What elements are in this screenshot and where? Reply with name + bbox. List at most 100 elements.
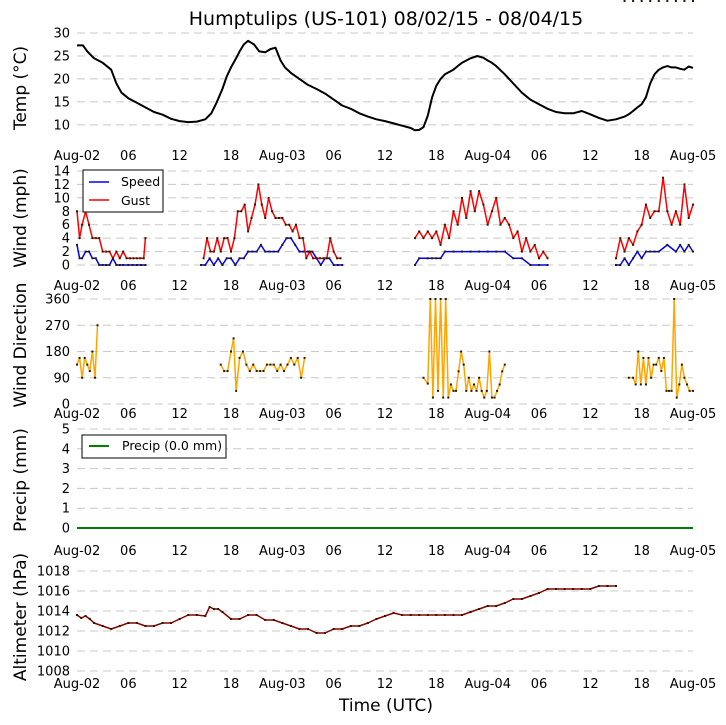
data-point bbox=[283, 370, 286, 373]
data-point bbox=[525, 237, 528, 240]
data-point bbox=[657, 250, 660, 253]
x-tick-label: 06 bbox=[531, 677, 548, 692]
data-point bbox=[627, 376, 630, 379]
legend-label-gust: Gust bbox=[121, 193, 150, 208]
x-tick-label: Aug-02 bbox=[54, 677, 101, 692]
data-point bbox=[325, 257, 328, 260]
x-tick-label: 12 bbox=[171, 279, 188, 294]
data-point bbox=[268, 250, 271, 253]
data-point bbox=[606, 585, 609, 587]
data-point bbox=[284, 223, 287, 226]
data-point bbox=[512, 257, 515, 260]
data-point bbox=[632, 257, 635, 260]
data-point bbox=[644, 203, 647, 206]
data-point bbox=[422, 237, 425, 240]
y-tick-label: 1010 bbox=[37, 645, 70, 660]
data-point bbox=[234, 264, 237, 266]
data-point bbox=[572, 588, 575, 590]
data-point bbox=[255, 250, 258, 253]
y-axis-label-wind: Wind (mph) bbox=[11, 168, 31, 268]
data-point bbox=[253, 203, 256, 206]
data-point bbox=[221, 611, 224, 613]
data-point bbox=[84, 615, 87, 617]
data-point bbox=[336, 257, 339, 260]
data-point bbox=[437, 389, 440, 392]
data-point bbox=[478, 376, 481, 379]
data-point bbox=[170, 622, 173, 624]
data-point bbox=[216, 237, 219, 240]
data-point bbox=[223, 237, 226, 240]
data-point bbox=[490, 210, 493, 213]
chart-title: Humptulips (US-101) 08/02/15 - 08/04/15 bbox=[189, 8, 584, 30]
data-point bbox=[508, 223, 511, 226]
x-tick-label: 06 bbox=[531, 279, 548, 294]
data-point bbox=[289, 356, 292, 359]
data-point bbox=[443, 614, 446, 616]
data-point bbox=[293, 363, 296, 366]
data-point bbox=[94, 237, 97, 240]
data-point bbox=[460, 350, 463, 353]
data-point bbox=[247, 230, 250, 233]
data-point bbox=[538, 257, 540, 260]
data-point bbox=[302, 250, 305, 253]
x-tick-label: 06 bbox=[120, 544, 137, 559]
data-point bbox=[644, 383, 647, 386]
data-point bbox=[285, 237, 288, 240]
data-point bbox=[465, 389, 468, 392]
data-point bbox=[115, 264, 118, 266]
data-point bbox=[647, 356, 650, 359]
x-tick-label: 12 bbox=[582, 407, 599, 422]
data-point bbox=[98, 237, 101, 240]
data-point bbox=[96, 324, 99, 327]
data-point bbox=[272, 250, 275, 253]
data-point bbox=[498, 383, 501, 386]
data-point bbox=[118, 257, 121, 260]
data-point bbox=[520, 257, 523, 260]
data-point bbox=[232, 337, 235, 340]
y-tick-label: 90 bbox=[53, 371, 70, 386]
data-point bbox=[204, 264, 207, 266]
data-point bbox=[448, 237, 451, 240]
data-point bbox=[683, 250, 686, 253]
data-point bbox=[93, 622, 96, 624]
data-point bbox=[91, 350, 94, 353]
data-point bbox=[666, 0, 669, 2]
x-tick-label: 12 bbox=[171, 544, 188, 559]
data-point bbox=[413, 237, 416, 240]
legend-label-speed: Speed bbox=[121, 174, 160, 189]
series-line-speed bbox=[201, 237, 343, 266]
data-point bbox=[538, 264, 540, 266]
x-tick-label: 12 bbox=[377, 149, 394, 164]
data-point bbox=[259, 243, 262, 246]
data-point bbox=[242, 257, 245, 260]
data-point bbox=[88, 618, 91, 620]
data-point bbox=[315, 257, 318, 260]
data-point bbox=[91, 257, 94, 260]
data-point bbox=[132, 257, 135, 260]
data-point bbox=[499, 223, 502, 226]
data-point bbox=[546, 257, 549, 260]
data-point bbox=[118, 264, 121, 266]
y-axis-label-altimeter: Altimeter (hPa) bbox=[11, 553, 31, 681]
data-point bbox=[110, 628, 113, 630]
data-point bbox=[597, 585, 600, 587]
y-tick-label: 20 bbox=[53, 72, 70, 87]
data-point bbox=[248, 370, 251, 373]
data-point bbox=[632, 376, 635, 379]
data-point bbox=[235, 389, 238, 392]
data-point bbox=[366, 622, 369, 624]
data-point bbox=[442, 396, 445, 399]
data-point bbox=[435, 614, 438, 616]
x-tick-label: 06 bbox=[325, 544, 342, 559]
data-point bbox=[657, 356, 660, 359]
data-point bbox=[336, 264, 339, 266]
data-point bbox=[627, 264, 630, 266]
data-point bbox=[520, 598, 523, 600]
data-point bbox=[204, 615, 207, 617]
data-point bbox=[674, 250, 677, 253]
y-tick-label: 8 bbox=[62, 205, 70, 220]
x-tick-label: 12 bbox=[377, 407, 394, 422]
series-line-temp bbox=[77, 39, 694, 132]
data-point bbox=[307, 250, 309, 253]
